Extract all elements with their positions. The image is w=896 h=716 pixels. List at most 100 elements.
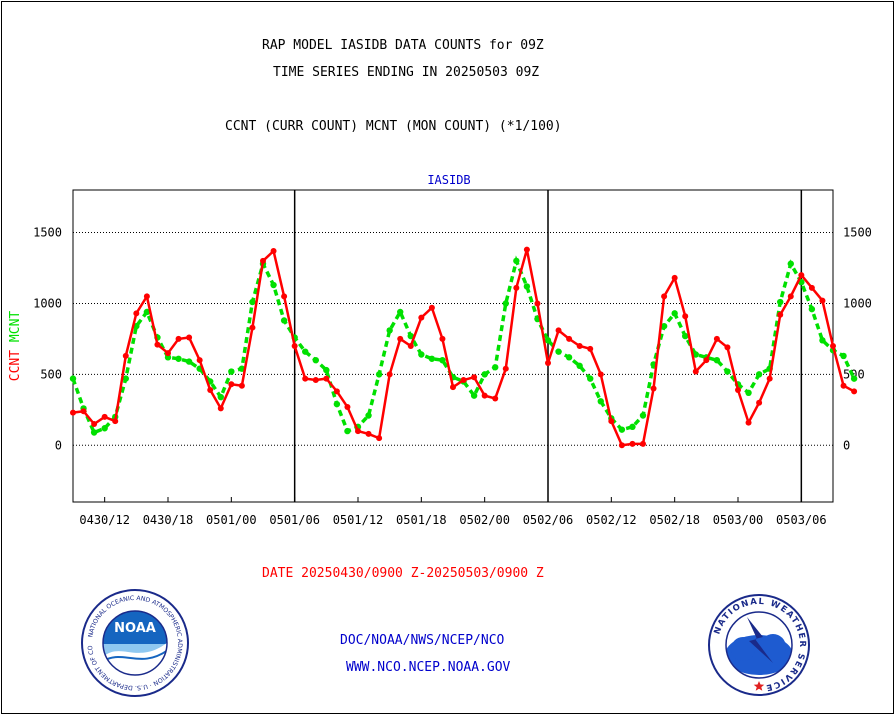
- data-point-ccnt: [133, 310, 140, 317]
- data-point-mcnt: [671, 310, 678, 317]
- data-point-ccnt: [249, 324, 256, 331]
- data-point-mcnt: [819, 337, 826, 344]
- data-point-mcnt: [777, 298, 784, 306]
- data-point-ccnt: [196, 357, 203, 364]
- website-link[interactable]: WWW.NCO.NCEP.NOAA.GOV: [346, 660, 511, 675]
- data-point-mcnt: [597, 398, 604, 405]
- data-point-mcnt: [164, 354, 172, 361]
- x-tick-label: 0502/12: [586, 513, 637, 527]
- data-point-ccnt: [80, 408, 87, 415]
- data-point-mcnt: [692, 351, 699, 358]
- data-point-ccnt: [450, 384, 456, 391]
- data-point-mcnt: [228, 368, 235, 375]
- data-point-ccnt: [122, 352, 129, 359]
- data-point-ccnt: [608, 418, 615, 425]
- data-point-ccnt: [386, 371, 393, 378]
- x-tick-label: 0503/00: [713, 513, 764, 527]
- data-point-ccnt: [576, 343, 583, 349]
- data-point-ccnt: [661, 293, 668, 300]
- data-point-mcnt: [481, 371, 488, 378]
- data-point-ccnt: [745, 419, 752, 426]
- y-tick-label-right: 0: [843, 438, 850, 452]
- x-tick-label: 0430/18: [143, 513, 194, 527]
- data-point-ccnt: [91, 421, 98, 427]
- data-point-mcnt: [492, 364, 499, 371]
- data-point-mcnt: [618, 426, 626, 433]
- data-point-ccnt: [640, 440, 646, 447]
- data-point-ccnt: [777, 311, 784, 318]
- title-line-1: RAP MODEL IASIDB DATA COUNTS for 09Z: [262, 38, 544, 53]
- data-point-ccnt: [597, 371, 604, 378]
- data-point-ccnt: [724, 344, 731, 351]
- data-point-mcnt: [365, 412, 372, 419]
- data-point-mcnt: [682, 332, 689, 340]
- noaa-logo-text: NOAA: [114, 621, 156, 636]
- date-range-label: DATE 20250430/0900 Z-20250503/0900 Z: [262, 566, 544, 581]
- series-line-ccnt: [72, 248, 855, 447]
- data-point-mcnt: [639, 412, 647, 419]
- data-point-ccnt: [165, 350, 171, 357]
- data-point-ccnt: [228, 381, 235, 388]
- data-point-mcnt: [660, 322, 668, 330]
- data-point-ccnt: [566, 335, 573, 342]
- data-point-mcnt: [544, 337, 552, 344]
- chart-description: CCNT (CURR COUNT) MCNT (MON COUNT) (*1/1…: [225, 119, 562, 134]
- y-tick-label-right: 1000: [843, 296, 872, 310]
- data-point-ccnt: [101, 413, 108, 420]
- data-point-ccnt: [70, 409, 76, 416]
- data-point-ccnt: [555, 327, 562, 334]
- data-point-mcnt: [502, 300, 509, 307]
- y-tick-label-left: 0: [55, 438, 62, 452]
- data-point-mcnt: [302, 348, 309, 355]
- grid-layer: [73, 232, 833, 446]
- data-point-ccnt: [671, 274, 678, 281]
- chart-series-title: IASIDB: [427, 173, 470, 187]
- series-layer: [69, 246, 858, 449]
- title-line-2: TIME SERIES ENDING IN 20250503 09Z: [273, 65, 540, 80]
- nws-logo: NATIONAL WEATHER SERVICE: [708, 594, 810, 696]
- data-point-ccnt: [545, 360, 551, 367]
- x-tick-label: 0501/18: [396, 513, 447, 527]
- data-point-mcnt: [755, 371, 763, 378]
- data-point-ccnt: [830, 343, 836, 349]
- data-point-mcnt: [90, 429, 98, 436]
- noaa-logo: NATIONAL OCEANIC AND ATMOSPHERIC ADMINIS…: [80, 588, 189, 697]
- data-point-mcnt: [312, 356, 319, 364]
- data-point-ccnt: [481, 392, 488, 399]
- data-point-ccnt: [840, 382, 847, 389]
- data-point-mcnt: [439, 356, 446, 364]
- data-point-ccnt: [207, 386, 214, 393]
- data-point-mcnt: [808, 305, 816, 313]
- data-point-mcnt: [323, 366, 330, 374]
- data-point-mcnt: [101, 425, 108, 432]
- data-point-mcnt: [185, 358, 193, 365]
- data-point-ccnt: [513, 284, 520, 291]
- data-point-ccnt: [418, 314, 425, 321]
- data-point-mcnt: [175, 355, 182, 362]
- data-point-ccnt: [819, 297, 826, 304]
- org-path-link[interactable]: DOC/NOAA/NWS/NCEP/NCO: [340, 633, 505, 648]
- data-point-ccnt: [618, 442, 625, 449]
- data-point-mcnt: [428, 355, 436, 362]
- data-point-ccnt: [808, 284, 815, 291]
- data-point-mcnt: [470, 392, 478, 399]
- data-point-mcnt: [745, 389, 752, 396]
- data-point-ccnt: [471, 374, 478, 381]
- data-point-mcnt: [587, 375, 594, 382]
- data-point-mcnt: [787, 260, 794, 267]
- y-axis-label-part: MCNT: [8, 311, 23, 350]
- series-line-mcnt: [71, 255, 856, 435]
- data-point-ccnt: [650, 385, 657, 392]
- x-tick-label: 0503/06: [776, 513, 827, 527]
- x-tick-label: 0430/12: [79, 513, 130, 527]
- data-point-mcnt: [397, 308, 404, 316]
- data-point-ccnt: [333, 388, 340, 395]
- data-point-mcnt: [143, 308, 151, 316]
- x-tick-label: 0502/00: [459, 513, 510, 527]
- data-point-ccnt: [365, 430, 372, 437]
- data-point-ccnt: [766, 375, 773, 382]
- data-point-ccnt: [492, 395, 499, 402]
- data-point-ccnt: [323, 375, 330, 382]
